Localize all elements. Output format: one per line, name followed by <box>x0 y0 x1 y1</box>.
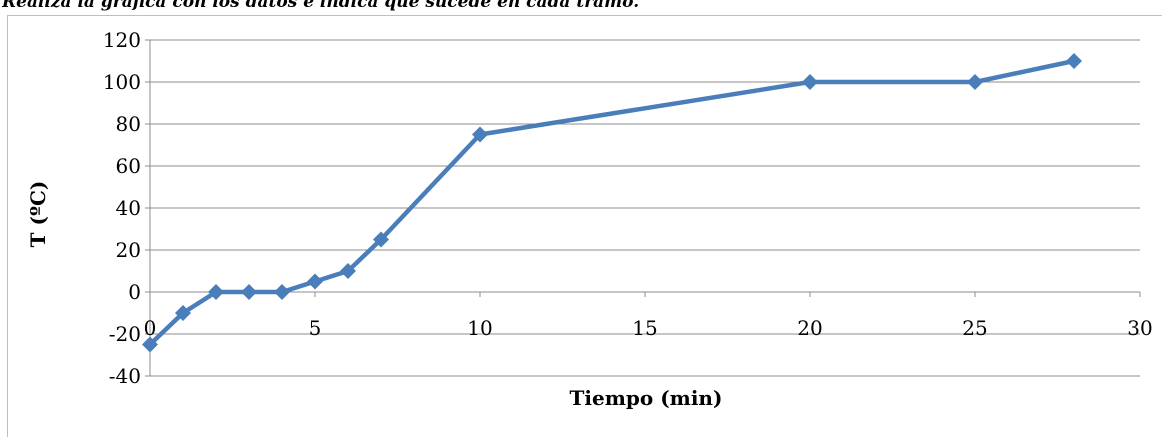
x-tick-label: 10 <box>467 316 492 340</box>
chart-frame <box>7 15 1162 437</box>
y-tick-label: -40 <box>109 364 141 388</box>
data-point <box>142 336 158 353</box>
data-point <box>307 273 323 290</box>
y-tick-label: -20 <box>109 322 141 346</box>
y-tick-label: 20 <box>116 238 141 262</box>
data-point <box>340 263 356 279</box>
data-point <box>175 305 191 321</box>
x-axis-label: Tiempo (min) <box>570 386 723 410</box>
y-tick-label: 0 <box>128 280 141 304</box>
y-axis-label: T (ºC) <box>26 181 50 248</box>
x-tick-label: 20 <box>797 316 822 340</box>
x-tick-label: 5 <box>309 316 322 340</box>
x-tick-label: 25 <box>962 316 987 340</box>
gridlines <box>145 39 1141 377</box>
x-tick-label: 30 <box>1127 316 1152 340</box>
data-point <box>241 284 257 300</box>
data-point <box>208 284 224 300</box>
y-tick-label: 80 <box>116 112 141 136</box>
series-line <box>148 58 1075 347</box>
series-group <box>142 53 1082 353</box>
x-tick-label: 0 <box>144 316 157 340</box>
x-tick-labels: 0 5 10 15 20 25 30 <box>144 316 1153 340</box>
data-point <box>1066 53 1082 69</box>
y-tick-label: 60 <box>116 154 141 178</box>
data-point <box>472 126 488 143</box>
y-tick-labels: -40 -20 0 20 40 60 80 100 120 <box>103 28 141 388</box>
data-point <box>373 231 389 248</box>
data-point <box>967 74 983 90</box>
x-tick-label: 15 <box>632 316 657 340</box>
data-point <box>274 284 290 300</box>
instruction-text: Realiza la gráfica con los datos e indic… <box>2 0 640 12</box>
y-tick-label: 40 <box>116 196 141 220</box>
data-point <box>802 74 818 90</box>
y-tick-label: 100 <box>103 70 141 94</box>
y-tick-label: 120 <box>103 28 141 52</box>
